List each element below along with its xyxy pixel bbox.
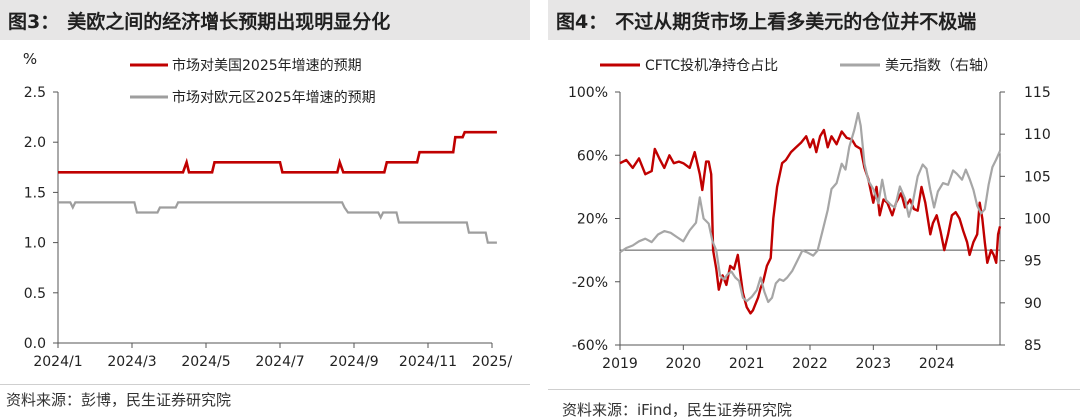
x-tick-label: 2024/3: [107, 354, 156, 370]
figure-title: 美欧之间的经济增长预期出现明显分化: [67, 11, 391, 33]
right-y-tick-label: 95: [1024, 254, 1042, 270]
x-tick-label: 2024/7: [255, 354, 304, 370]
dollar-index-line: [619, 112, 1002, 304]
figure-title: 不过从期货市场上看多美元的仓位并不极端: [615, 11, 977, 33]
y-tick-label: 1.5: [24, 185, 46, 201]
x-tick-label: 2020: [666, 356, 702, 372]
y-tick-label: 2.5: [24, 85, 46, 101]
chart-title-bar: 图4： 不过从期货市场上看多美元的仓位并不极端: [548, 0, 1080, 40]
us-growth-expectation-line: [58, 130, 497, 174]
x-tick-label: 2024/9: [329, 354, 378, 370]
right-y-tick-label: 90: [1024, 296, 1042, 312]
right-y-tick-label: 85: [1024, 338, 1042, 354]
right-y-tick-label: 115: [1024, 85, 1051, 101]
x-tick-label: 2024/11: [399, 354, 457, 370]
legend-label: 美元指数（右轴）: [885, 58, 997, 74]
chart-title: 图4： 不过从期货市场上看多美元的仓位并不极端: [556, 7, 976, 34]
growth-expectation-line-chart: % 0.0 0.5 1.0 1.5 2.0 2.5 2024/1 2024/3 2024/5 202…: [23, 50, 513, 370]
chart-panel-cftc-positioning: 图4： 不过从期货市场上看多美元的仓位并不极端 -60% -20% 20% 60% 100…: [548, 0, 1080, 420]
y-tick-label: 1.0: [24, 236, 46, 252]
legend-label: 市场对欧元区2025年增速的预期: [172, 89, 376, 106]
y-tick-label: 2.0: [24, 135, 46, 151]
chart-panel-growth-expectations: 图3： 美欧之间的经济增长预期出现明显分化 % 0.0 0.5 1.0 1.5 2.0 2.5…: [0, 0, 530, 420]
x-tick-label: 2019: [602, 356, 638, 372]
y-axis-label: %: [23, 50, 37, 68]
x-tick-label: 2025/: [472, 354, 513, 370]
right-y-tick-label: 100: [1024, 212, 1051, 228]
figure-number: 图3：: [8, 11, 60, 33]
figure-number: 图4：: [556, 11, 608, 33]
legend-label: CFTC投机净持仓占比: [645, 58, 778, 74]
left-y-tick-label: 100%: [568, 85, 608, 101]
left-y-tick-label: -60%: [572, 338, 608, 354]
source-divider: [548, 389, 1080, 390]
left-y-tick-label: -20%: [572, 275, 608, 291]
x-tick-label: 2024: [919, 356, 955, 372]
cftc-dollar-index-line-chart: -60% -20% 20% 60% 100% 85 90 95 100 105 110 115 2019…: [568, 58, 1051, 372]
x-tick-label: 2021: [729, 356, 765, 372]
chart-title: 图3： 美欧之间的经济增长预期出现明显分化: [8, 7, 390, 34]
x-tick-label: 2022: [792, 356, 828, 372]
eurozone-growth-expectation-line: [58, 201, 497, 244]
x-tick-label: 2024/5: [181, 354, 230, 370]
source-note: 资料来源：iFind，民生证券研究院: [562, 401, 792, 419]
source-divider: [0, 384, 530, 385]
left-y-tick-label: 20%: [577, 212, 608, 228]
y-tick-label: 0.5: [24, 286, 46, 302]
y-tick-label: 0.0: [24, 336, 46, 352]
cftc-net-position-line: [619, 128, 1002, 315]
x-tick-label: 2024/1: [33, 354, 82, 370]
chart-title-bar: 图3： 美欧之间的经济增长预期出现明显分化: [0, 0, 530, 40]
right-y-tick-label: 105: [1024, 169, 1051, 185]
right-y-tick-label: 110: [1024, 127, 1051, 143]
x-tick-label: 2023: [856, 356, 892, 372]
source-note: 资料来源：彭博，民生证券研究院: [6, 391, 232, 409]
legend-label: 市场对美国2025年增速的预期: [172, 57, 362, 74]
left-y-tick-label: 60%: [577, 148, 608, 164]
